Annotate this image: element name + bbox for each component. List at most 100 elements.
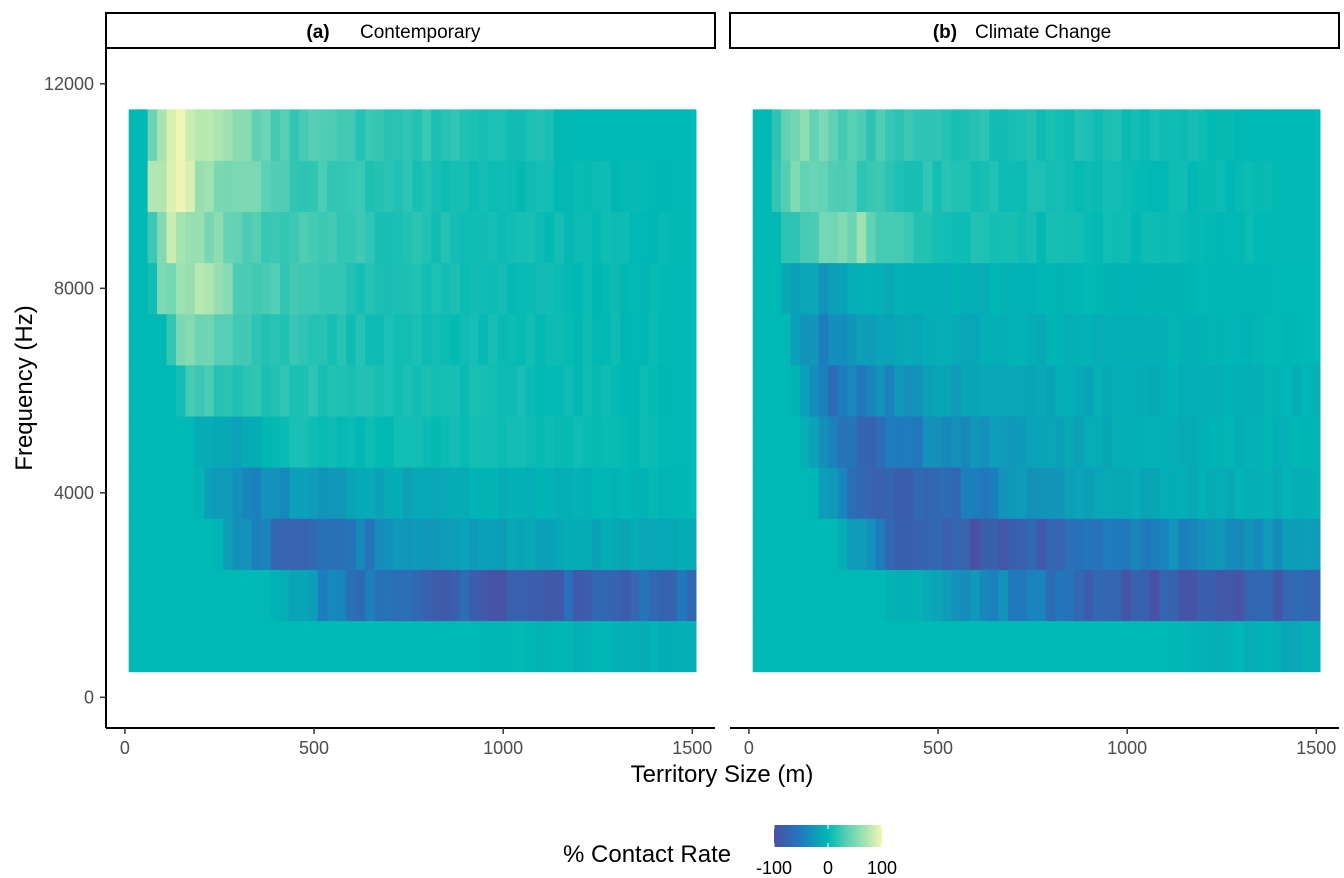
heatmap-cell bbox=[1074, 620, 1085, 673]
heatmap-cell bbox=[384, 262, 394, 315]
heatmap-cell bbox=[1310, 313, 1321, 366]
heatmap-cell bbox=[639, 211, 650, 264]
heatmap-cell bbox=[639, 518, 650, 570]
heatmap-cell bbox=[185, 416, 196, 468]
heatmap-cell bbox=[1008, 211, 1018, 264]
heatmap-cell bbox=[346, 109, 357, 161]
heatmap-cell bbox=[431, 518, 442, 570]
heatmap-cell bbox=[1149, 160, 1160, 213]
heatmap-cell bbox=[317, 569, 328, 622]
heatmap-cell bbox=[317, 620, 328, 673]
heatmap-cell bbox=[157, 620, 167, 673]
heatmap-cell bbox=[270, 160, 281, 213]
heatmap-cell bbox=[932, 518, 943, 570]
heatmap-cell bbox=[818, 211, 829, 264]
heatmap-cell bbox=[752, 518, 763, 570]
heatmap-cell bbox=[904, 364, 914, 417]
heatmap-cell bbox=[856, 262, 867, 315]
heatmap-cell bbox=[270, 467, 281, 519]
heatmap-cell bbox=[346, 262, 357, 315]
heatmap-cell bbox=[1168, 467, 1179, 519]
heatmap-cell bbox=[1140, 262, 1151, 315]
heatmap-cell bbox=[1036, 467, 1047, 519]
heatmap-cell bbox=[1149, 620, 1160, 673]
heatmap-cell bbox=[1045, 262, 1056, 315]
heatmap-cell bbox=[1036, 518, 1047, 570]
heatmap-cell bbox=[904, 569, 914, 622]
heatmap-cell bbox=[450, 620, 461, 673]
heatmap-cell bbox=[1017, 569, 1028, 622]
heatmap-cell bbox=[1130, 262, 1141, 315]
heatmap-cell bbox=[327, 109, 338, 161]
heatmap-cell bbox=[232, 467, 243, 519]
heatmap-cell bbox=[1149, 211, 1160, 264]
heatmap-cell bbox=[147, 569, 158, 622]
heatmap-cell bbox=[1093, 313, 1103, 366]
heatmap-cell bbox=[535, 416, 546, 468]
heatmap-cell bbox=[658, 211, 669, 264]
heatmap-cell bbox=[1234, 364, 1245, 417]
heatmap-cell bbox=[610, 416, 621, 468]
heatmap-cell bbox=[1026, 569, 1037, 622]
heatmap-cell bbox=[818, 416, 829, 468]
heatmap-cell bbox=[818, 569, 829, 622]
heatmap-cell bbox=[677, 109, 688, 161]
heatmap-cell bbox=[951, 620, 962, 673]
heatmap-cell bbox=[261, 467, 271, 519]
panel-b: (b) Climate Change 0 500 1000 1500 bbox=[729, 12, 1340, 758]
heatmap-cell bbox=[1301, 313, 1312, 366]
y-tick-label: 12000 bbox=[44, 74, 94, 94]
heatmap-cell bbox=[175, 109, 186, 161]
heatmap-cell bbox=[866, 620, 877, 673]
heatmap-cell bbox=[998, 620, 1009, 673]
legend-tick-label: 100 bbox=[867, 858, 897, 878]
heatmap-cell bbox=[1074, 160, 1085, 213]
heatmap-cell bbox=[544, 313, 555, 366]
heatmap-cell bbox=[658, 518, 669, 570]
heatmap-cell bbox=[166, 569, 177, 622]
heatmap-cell bbox=[1310, 262, 1321, 315]
heatmap-cell bbox=[175, 467, 186, 519]
heatmap-cell bbox=[1140, 416, 1151, 468]
heatmap-cell bbox=[1159, 262, 1170, 315]
heatmap-cell bbox=[1064, 211, 1075, 264]
heatmap-cell bbox=[885, 109, 895, 161]
heatmap-cell bbox=[147, 262, 158, 315]
heatmap-cell bbox=[1244, 109, 1255, 161]
heatmap-cell bbox=[1168, 569, 1179, 622]
heatmap-cell bbox=[346, 416, 357, 468]
heatmap-cell bbox=[1234, 109, 1245, 161]
heatmap-cell bbox=[175, 364, 186, 417]
heatmap-cell bbox=[762, 364, 773, 417]
heatmap-cell bbox=[979, 364, 990, 417]
heatmap-cell bbox=[251, 160, 262, 213]
heatmap-cell bbox=[1272, 364, 1283, 417]
heatmap-cell bbox=[506, 620, 517, 673]
heatmap-cell bbox=[1301, 160, 1312, 213]
heatmap-cell bbox=[1149, 416, 1160, 468]
heatmap-cell bbox=[989, 467, 999, 519]
heatmap-cell bbox=[1291, 467, 1302, 519]
heatmap-cell bbox=[365, 211, 375, 264]
heatmap-cell bbox=[166, 416, 177, 468]
heatmap-cell bbox=[327, 620, 338, 673]
heatmap-cell bbox=[677, 569, 688, 622]
heatmap-cell bbox=[989, 569, 999, 622]
heatmap-cell bbox=[629, 518, 640, 570]
heatmap-cell bbox=[289, 160, 300, 213]
heatmap-cell bbox=[1178, 109, 1189, 161]
heatmap-cell bbox=[1197, 416, 1208, 468]
heatmap-cell bbox=[516, 620, 527, 673]
heatmap-cell bbox=[563, 518, 574, 570]
heatmap-cell bbox=[554, 109, 565, 161]
heatmap-cell bbox=[828, 109, 839, 161]
heatmap-cell bbox=[1008, 416, 1018, 468]
heatmap-cell bbox=[686, 313, 697, 366]
y-tick-label: 8000 bbox=[54, 278, 94, 298]
heatmap-cell bbox=[781, 569, 791, 622]
heatmap-cell bbox=[289, 313, 300, 366]
heatmap-cell bbox=[1301, 467, 1312, 519]
heatmap-cell bbox=[175, 211, 186, 264]
heatmap-cell bbox=[989, 109, 999, 161]
heatmap-cell bbox=[989, 160, 999, 213]
